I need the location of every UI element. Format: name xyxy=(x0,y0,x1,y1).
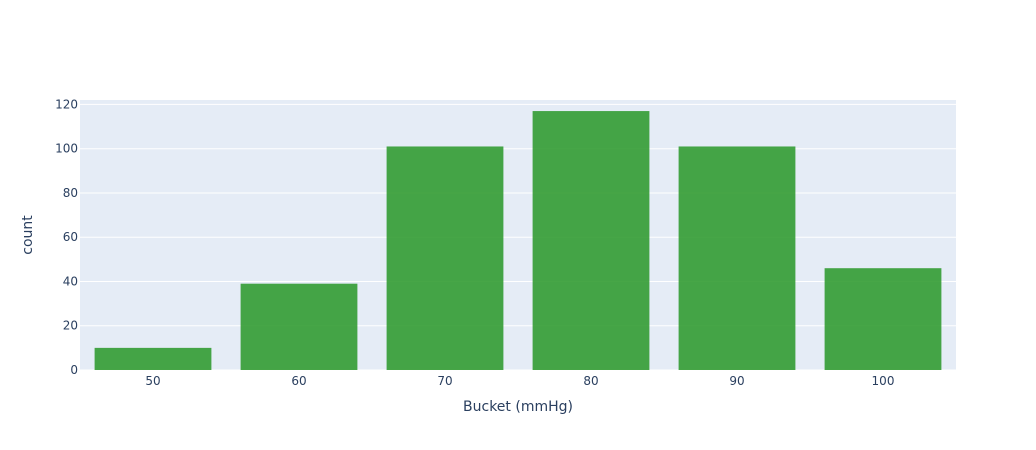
y-tick-label: 20 xyxy=(63,319,78,333)
bar-70[interactable] xyxy=(386,146,504,370)
gridlines xyxy=(80,103,956,371)
y-tick-label: 80 xyxy=(63,186,78,200)
bars xyxy=(94,111,942,370)
x-tick-label: 80 xyxy=(583,374,598,388)
bar-60[interactable] xyxy=(240,283,358,370)
x-tick-label: 70 xyxy=(437,374,452,388)
bar-80[interactable] xyxy=(532,111,650,370)
y-tick-label: 100 xyxy=(55,142,78,156)
y-tick-labels: 0 20 40 60 80 100 120 xyxy=(55,97,78,377)
y-tick-label: 60 xyxy=(63,230,78,244)
y-tick-label: 120 xyxy=(55,97,78,111)
x-tick-label: 50 xyxy=(145,374,160,388)
bar-50[interactable] xyxy=(94,347,212,370)
x-tick-labels: 50 60 70 80 90 100 xyxy=(145,374,894,388)
x-tick-label: 60 xyxy=(291,374,306,388)
y-tick-label: 0 xyxy=(70,363,78,377)
y-tick-label: 40 xyxy=(63,274,78,288)
bar-90[interactable] xyxy=(678,146,796,370)
x-tick-label: 90 xyxy=(729,374,744,388)
bar-100[interactable] xyxy=(824,268,942,370)
x-tick-label: 100 xyxy=(872,374,895,388)
x-axis-title: Bucket (mmHg) xyxy=(463,399,573,415)
plot-area xyxy=(80,100,956,370)
y-axis-title: count xyxy=(20,215,36,255)
